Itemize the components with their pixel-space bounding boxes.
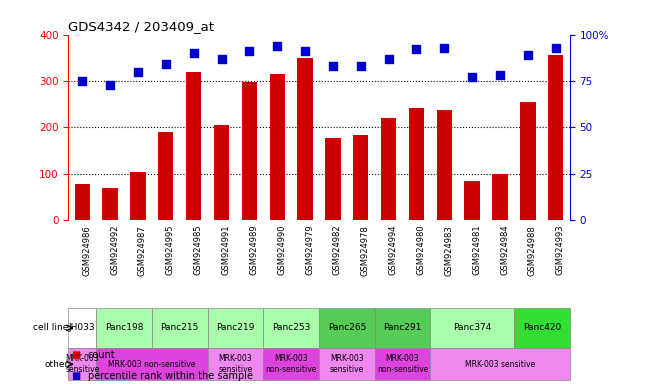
- Text: ■: ■: [72, 350, 81, 360]
- Text: Panc291: Panc291: [383, 323, 422, 333]
- Text: GSM924992: GSM924992: [110, 225, 119, 275]
- Text: MRK-003
sensitive: MRK-003 sensitive: [329, 354, 364, 374]
- Bar: [130, 172, 146, 220]
- Bar: [319, 308, 375, 348]
- Point: [439, 45, 449, 51]
- Text: cell line: cell line: [33, 323, 68, 333]
- Text: Panc219: Panc219: [216, 323, 255, 333]
- Point: [77, 78, 87, 84]
- Bar: [548, 55, 563, 220]
- Point: [244, 48, 255, 55]
- Bar: [152, 308, 208, 348]
- Bar: [520, 102, 536, 220]
- Text: GDS4342 / 203409_at: GDS4342 / 203409_at: [68, 20, 214, 33]
- Point: [272, 43, 283, 49]
- Bar: [409, 108, 424, 220]
- Bar: [263, 308, 319, 348]
- Text: GSM924990: GSM924990: [277, 225, 286, 275]
- Text: GSM924989: GSM924989: [249, 225, 258, 275]
- Point: [161, 61, 171, 67]
- Bar: [381, 118, 396, 220]
- Point: [133, 69, 143, 75]
- Text: GSM924986: GSM924986: [82, 225, 91, 276]
- Text: Panc198: Panc198: [105, 323, 143, 333]
- Point: [551, 45, 561, 51]
- Point: [189, 50, 199, 56]
- Text: ■: ■: [72, 371, 81, 381]
- Point: [467, 74, 477, 80]
- Bar: [353, 136, 368, 220]
- Text: GSM924994: GSM924994: [389, 225, 398, 275]
- Bar: [242, 82, 257, 220]
- Bar: [68, 308, 96, 348]
- Bar: [326, 138, 340, 220]
- Text: GSM924982: GSM924982: [333, 225, 342, 275]
- Text: Panc215: Panc215: [161, 323, 199, 333]
- Point: [327, 63, 338, 69]
- Text: Panc420: Panc420: [523, 323, 561, 333]
- Text: other: other: [44, 360, 68, 369]
- Point: [495, 72, 505, 78]
- Text: MRK-003
sensitive: MRK-003 sensitive: [65, 354, 100, 374]
- Text: Panc265: Panc265: [327, 323, 366, 333]
- Text: GSM924984: GSM924984: [500, 225, 509, 275]
- Text: GSM924983: GSM924983: [444, 225, 453, 276]
- Text: GSM924978: GSM924978: [361, 225, 370, 276]
- Bar: [319, 348, 375, 380]
- Bar: [298, 58, 312, 220]
- Text: Panc253: Panc253: [272, 323, 311, 333]
- Point: [383, 56, 394, 62]
- Text: GSM924995: GSM924995: [166, 225, 175, 275]
- Bar: [430, 348, 570, 380]
- Text: JH033: JH033: [69, 323, 96, 333]
- Bar: [492, 174, 508, 220]
- Bar: [208, 348, 263, 380]
- Text: GSM924980: GSM924980: [417, 225, 426, 275]
- Bar: [375, 308, 430, 348]
- Text: MRK-003
non-sensitive: MRK-003 non-sensitive: [266, 354, 317, 374]
- Text: Panc374: Panc374: [453, 323, 492, 333]
- Bar: [102, 188, 118, 220]
- Text: MRK-003 non-sensitive: MRK-003 non-sensitive: [108, 360, 195, 369]
- Bar: [96, 308, 152, 348]
- Bar: [75, 184, 90, 220]
- Text: count: count: [88, 350, 115, 360]
- Bar: [96, 348, 208, 380]
- Bar: [158, 132, 173, 220]
- Text: GSM924981: GSM924981: [472, 225, 481, 275]
- Text: MRK-003 sensitive: MRK-003 sensitive: [465, 360, 535, 369]
- Text: MRK-003
sensitive: MRK-003 sensitive: [218, 354, 253, 374]
- Bar: [214, 125, 229, 220]
- Text: percentile rank within the sample: percentile rank within the sample: [88, 371, 253, 381]
- Point: [300, 48, 311, 55]
- Bar: [270, 74, 285, 220]
- Text: GSM924979: GSM924979: [305, 225, 314, 275]
- Bar: [430, 308, 514, 348]
- Bar: [208, 308, 263, 348]
- Bar: [186, 72, 201, 220]
- Text: GSM924991: GSM924991: [221, 225, 230, 275]
- Text: MRK-003
non-sensitive: MRK-003 non-sensitive: [377, 354, 428, 374]
- Bar: [514, 308, 570, 348]
- Bar: [375, 348, 430, 380]
- Bar: [437, 110, 452, 220]
- Point: [523, 52, 533, 58]
- Text: GSM924988: GSM924988: [528, 225, 537, 276]
- Text: GSM924993: GSM924993: [556, 225, 564, 275]
- Point: [355, 63, 366, 69]
- Text: GSM924985: GSM924985: [194, 225, 202, 275]
- Bar: [465, 181, 480, 220]
- Point: [105, 82, 115, 88]
- Bar: [68, 348, 96, 380]
- Bar: [263, 348, 319, 380]
- Point: [411, 46, 422, 53]
- Text: GSM924987: GSM924987: [138, 225, 147, 276]
- Point: [216, 56, 227, 62]
